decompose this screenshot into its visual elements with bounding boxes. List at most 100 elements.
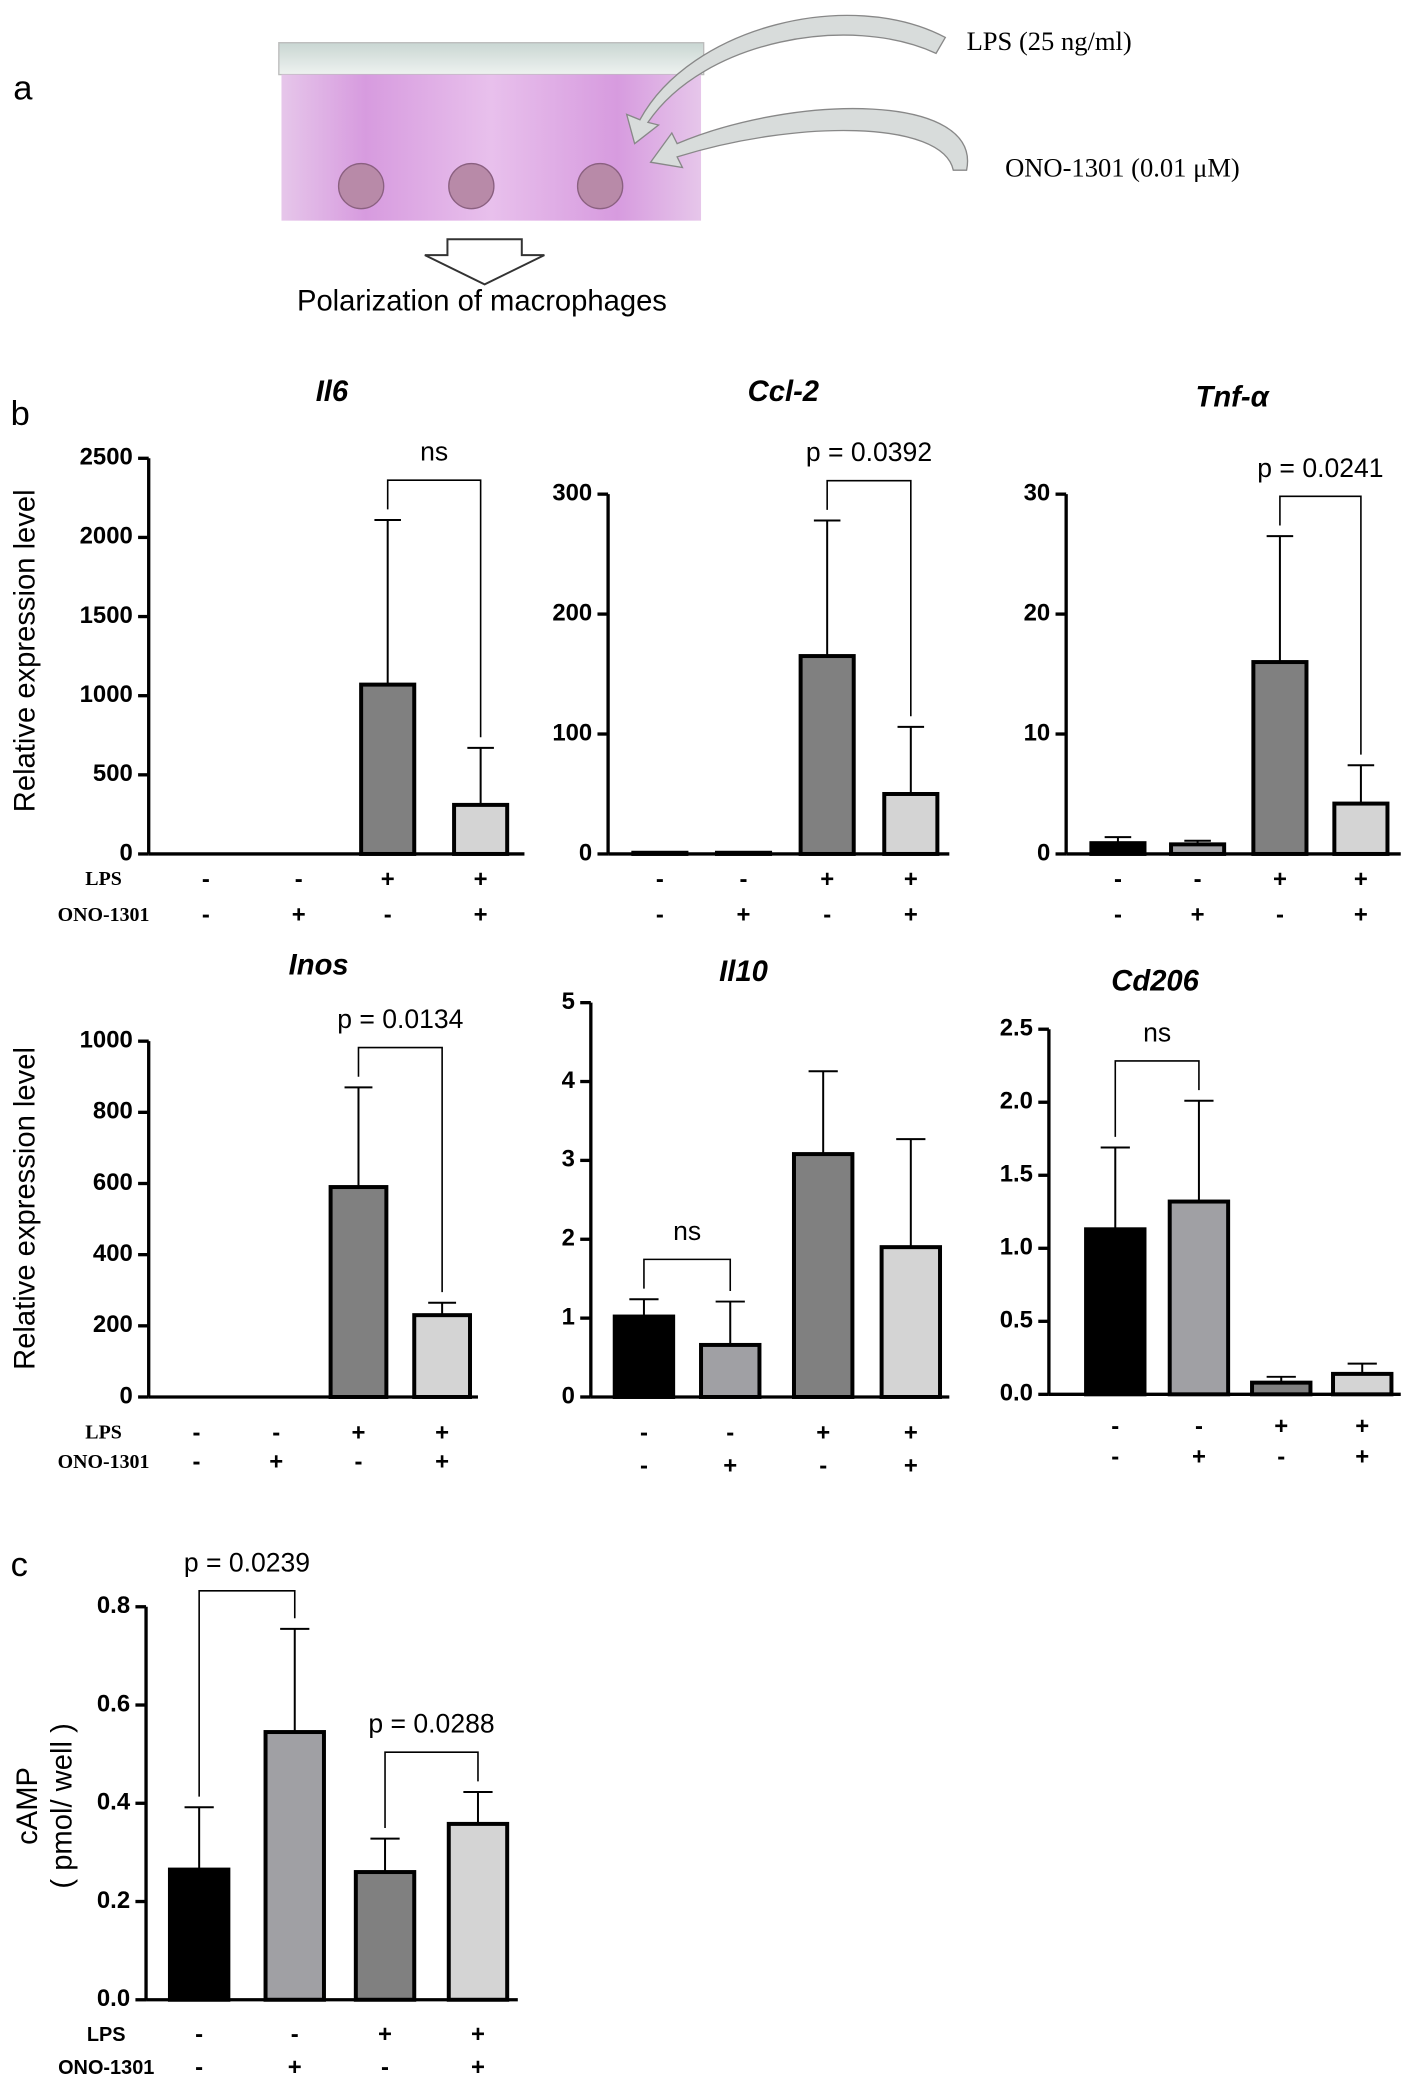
significance-label: ns	[673, 1216, 701, 1246]
bar-chart: Tnf-α 0 10 20 30 - - + + - + - + p = 0.0241	[1024, 381, 1401, 929]
bar	[1089, 841, 1147, 856]
bar	[1251, 660, 1309, 856]
y-axis-label: cAMP	[12, 1767, 44, 1845]
y-tick-label: 3	[562, 1146, 575, 1173]
y-tick-label: 100	[552, 719, 592, 746]
bar-chart: Il10 0 1 2 3 4 5 - - + + - + - + ns	[562, 956, 950, 1480]
condition-sign: -	[193, 1419, 201, 1446]
condition-sign: -	[1194, 866, 1202, 893]
condition-sign: -	[656, 902, 664, 929]
bar-chart: cAMP( pmol/ well ) 0.0 0.2 0.4 0.6 0.8 LPS - - + +…	[12, 1547, 518, 2081]
y-tick-label: 0.0	[97, 1985, 130, 2012]
y-tick-label: 600	[93, 1169, 133, 1196]
y-tick-label: 20	[1024, 599, 1051, 626]
panel-label: b	[11, 395, 30, 433]
condition-sign: -	[193, 1449, 201, 1476]
y-tick-label: 0.0	[1000, 1380, 1033, 1407]
condition-sign: +	[820, 866, 834, 893]
y-tick-label: 1500	[80, 602, 133, 629]
condition-sign: +	[378, 2021, 392, 2048]
bar-chart: Il6 Relative expression level 0 500 1000 1500…	[9, 376, 525, 929]
dish-lid	[278, 42, 705, 76]
y-tick-label: 10	[1024, 719, 1051, 746]
significance-label: p = 0.0288	[368, 1709, 494, 1739]
bar-chart: Inos Relative expression level 0 200 400 600 8…	[9, 950, 478, 1476]
bar	[263, 1730, 326, 2002]
significance-label: ns	[420, 437, 448, 467]
y-tick-label: 30	[1024, 479, 1051, 506]
condition-name: LPS	[85, 868, 122, 890]
condition-sign: -	[1277, 1443, 1285, 1470]
condition-sign: -	[1276, 902, 1284, 929]
panel-label: c	[11, 1546, 28, 1584]
condition-name: LPS	[87, 2024, 126, 2046]
chart-title: Il10	[719, 956, 768, 988]
y-tick-label: 0.4	[97, 1789, 131, 1816]
bar	[359, 682, 417, 856]
condition-sign: +	[269, 1449, 283, 1476]
significance-label: p = 0.0241	[1257, 453, 1383, 483]
y-tick-label: 4	[562, 1067, 576, 1094]
y-axis-label: Relative expression level	[9, 1047, 41, 1370]
y-tick-label: 5	[562, 988, 575, 1015]
condition-sign: +	[1273, 866, 1287, 893]
y-tick-label: 0	[579, 839, 592, 866]
condition-sign: +	[474, 902, 488, 929]
condition-sign: -	[202, 866, 210, 893]
y-tick-label: 1	[562, 1303, 575, 1330]
condition-sign: +	[1354, 866, 1368, 893]
condition-sign: +	[1355, 1443, 1369, 1470]
y-tick-label: 200	[93, 1311, 133, 1338]
condition-sign: +	[352, 1419, 366, 1446]
bar	[446, 1821, 510, 2002]
condition-sign: -	[1111, 1443, 1119, 1470]
condition-sign: +	[292, 902, 306, 929]
y-tick-label: 0	[1037, 839, 1050, 866]
significance-bracket	[826, 479, 912, 717]
significance-bracket	[1279, 495, 1362, 755]
condition-sign: +	[1355, 1413, 1369, 1440]
y-tick-label: 2	[562, 1225, 575, 1252]
y-axis-label: Relative expression level	[9, 489, 41, 812]
condition-sign: -	[740, 866, 748, 893]
condition-sign: -	[823, 902, 831, 929]
y-tick-label: 0.8	[97, 1592, 130, 1619]
cell	[576, 162, 624, 210]
y-tick-label: 1.5	[1000, 1161, 1033, 1188]
y-tick-label: 0	[119, 1382, 132, 1409]
bar	[791, 1152, 855, 1399]
bar-chart: Cd206 0.0 0.5 1.0 1.5 2.0 2.5 - - + + - + - + ns	[1000, 965, 1401, 1470]
treatment-label: LPS (25 ng/ml)	[967, 26, 1132, 56]
condition-sign: -	[381, 2054, 389, 2081]
bar	[612, 1314, 676, 1399]
significance-label: p = 0.0392	[806, 437, 932, 467]
condition-name: LPS	[85, 1422, 122, 1444]
bar	[879, 1245, 943, 1399]
significance-label: ns	[1143, 1017, 1171, 1047]
arrow	[625, 14, 947, 145]
treatment-label: ONO-1301 (0.01 μM)	[1005, 152, 1240, 182]
condition-sign: -	[384, 902, 392, 929]
bar	[1084, 1227, 1147, 1397]
y-tick-label: 0.5	[1000, 1307, 1033, 1334]
y-tick-label: 1000	[80, 1026, 133, 1053]
condition-sign: -	[195, 2021, 203, 2048]
condition-name: ONO-1301	[58, 904, 150, 926]
significance-bracket	[643, 1258, 732, 1291]
condition-sign: +	[723, 1453, 737, 1480]
condition-sign: +	[904, 902, 918, 929]
condition-sign: -	[640, 1453, 648, 1480]
condition-sign: +	[435, 1419, 449, 1446]
bar	[328, 1185, 389, 1399]
y-tick-label: 800	[93, 1098, 133, 1125]
y-tick-label: 2.0	[1000, 1088, 1033, 1115]
condition-sign: +	[737, 902, 751, 929]
y-tick-label: 300	[552, 479, 592, 506]
y-tick-label: 1000	[80, 681, 133, 708]
bar	[452, 802, 510, 856]
condition-sign: -	[819, 1453, 827, 1480]
condition-sign: +	[904, 866, 918, 893]
condition-sign: -	[1195, 1413, 1203, 1440]
down-arrow	[424, 238, 545, 286]
